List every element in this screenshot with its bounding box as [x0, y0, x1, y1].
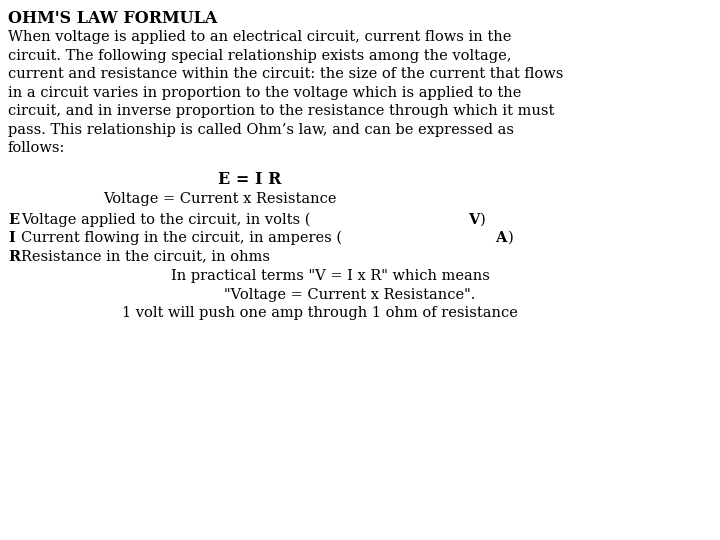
Text: V: V	[468, 213, 480, 227]
Text: circuit. The following special relationship exists among the voltage,: circuit. The following special relations…	[8, 49, 511, 63]
Text: Voltage = Current x Resistance: Voltage = Current x Resistance	[103, 192, 337, 206]
Text: A: A	[495, 231, 506, 245]
Text: follows:: follows:	[8, 141, 66, 156]
Text: Voltage applied to the circuit, in volts (: Voltage applied to the circuit, in volts…	[21, 213, 310, 227]
Text: ): )	[508, 231, 514, 245]
Text: pass. This relationship is called Ohm’s law, and can be expressed as: pass. This relationship is called Ohm’s …	[8, 123, 514, 137]
Text: R: R	[8, 249, 20, 264]
Text: in a circuit varies in proportion to the voltage which is applied to the: in a circuit varies in proportion to the…	[8, 86, 521, 100]
Text: OHM'S LAW FORMULA: OHM'S LAW FORMULA	[8, 10, 217, 27]
Text: In practical terms "V = I x R" which means: In practical terms "V = I x R" which mea…	[171, 269, 490, 283]
Text: 1 volt will push one amp through 1 ohm of resistance: 1 volt will push one amp through 1 ohm o…	[122, 306, 518, 320]
Text: When voltage is applied to an electrical circuit, current flows in the: When voltage is applied to an electrical…	[8, 30, 511, 44]
Text: circuit, and in inverse proportion to the resistance through which it must: circuit, and in inverse proportion to th…	[8, 104, 554, 118]
Text: Current flowing in the circuit, in amperes (: Current flowing in the circuit, in amper…	[21, 231, 342, 246]
Text: "Voltage = Current x Resistance".: "Voltage = Current x Resistance".	[225, 287, 476, 301]
Text: ): )	[480, 213, 486, 227]
Text: E: E	[8, 213, 19, 227]
Text: Resistance in the circuit, in ohms: Resistance in the circuit, in ohms	[21, 249, 270, 264]
Text: current and resistance within the circuit: the size of the current that flows: current and resistance within the circui…	[8, 68, 563, 82]
Text: I: I	[8, 231, 14, 245]
Text: E = I R: E = I R	[218, 171, 282, 188]
